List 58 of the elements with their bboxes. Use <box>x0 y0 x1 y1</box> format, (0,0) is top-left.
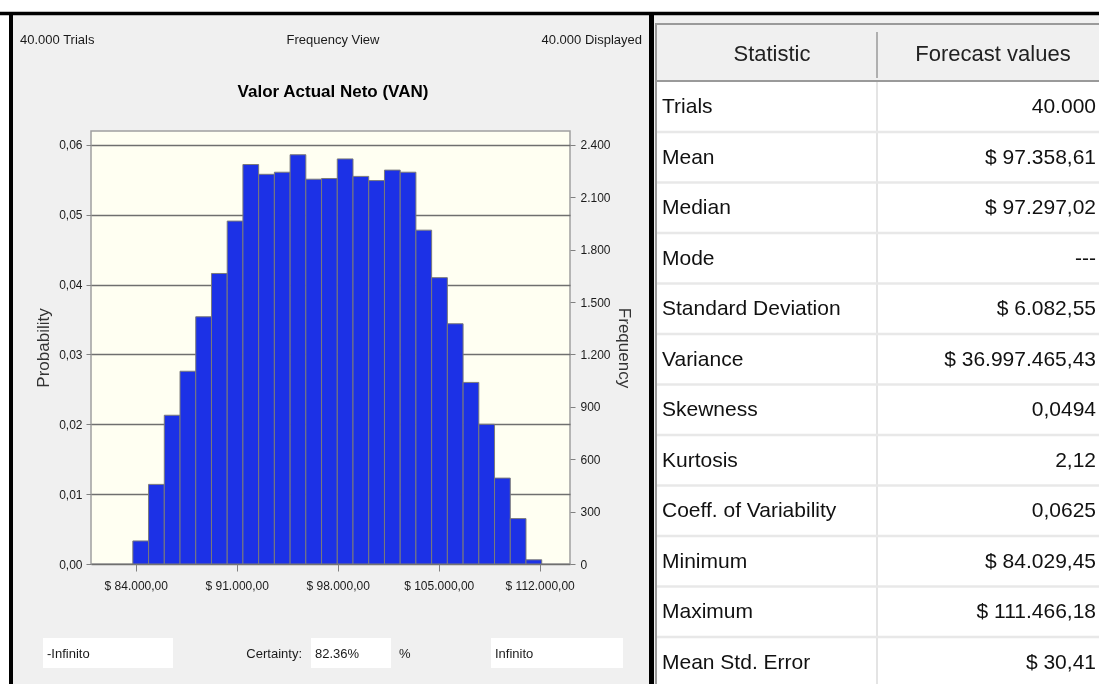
y-tick-label: 0,00 <box>59 557 83 572</box>
y-tick-label: 0,01 <box>59 487 83 502</box>
y2-tick-label: 900 <box>580 400 601 415</box>
y2-tick-label: 0 <box>580 557 588 572</box>
text: Mean <box>662 144 715 168</box>
text: -Infinito <box>47 646 90 661</box>
text: 82.36% <box>315 646 360 661</box>
text: $ 36.997.465,43 <box>944 346 1096 370</box>
chart-title: Valor Actual Neto (VAN) <box>237 82 429 101</box>
text: Median <box>662 195 731 218</box>
text: Mean Std. Error <box>662 649 811 673</box>
x-tick-label: $ 91.000,00 <box>205 578 270 593</box>
text: Certainty: <box>246 646 302 661</box>
text: Infinito <box>495 646 534 661</box>
text: $ 6.082,55 <box>996 296 1096 319</box>
text: 0,0625 <box>1031 498 1096 521</box>
x-tick-label: $ 84.000,00 <box>104 578 169 593</box>
y-tick-label: 0,03 <box>59 347 83 362</box>
text: 2,12 <box>1055 447 1096 471</box>
y2-tick-label: 1.200 <box>580 347 611 362</box>
y2-tick-label: 600 <box>580 452 601 467</box>
y-axis-title: Probability <box>34 307 54 388</box>
x-tick-label: $ 105.000,00 <box>404 578 475 593</box>
text: Coeff. of Variability <box>662 498 837 521</box>
text: Kurtosis <box>662 447 738 471</box>
text: Standard Deviation <box>662 296 841 319</box>
y2-tick-label: 2.400 <box>580 138 611 153</box>
x-tick-label: $ 98.000,00 <box>306 578 371 593</box>
y-tick-label: 0,02 <box>59 417 83 432</box>
y2-tick-label: 1.500 <box>580 295 611 310</box>
text: % <box>399 646 411 661</box>
y2-axis-title: Frequency <box>614 307 634 389</box>
text: Trials <box>662 94 713 117</box>
text: Statistic <box>733 41 811 66</box>
text: Frequency View <box>286 32 381 47</box>
text: Mode <box>662 245 715 269</box>
text: $ 30,41 <box>1025 649 1096 673</box>
text: 40.000 <box>1031 94 1096 117</box>
text: $ 84.029,45 <box>985 548 1096 572</box>
text: Variance <box>662 346 744 370</box>
text: $ 111.466,18 <box>976 599 1096 622</box>
text: $ 97.297,02 <box>985 195 1096 218</box>
text: $ 97.358,61 <box>985 144 1096 168</box>
y-tick-label: 0,05 <box>59 208 83 223</box>
text: 0,0494 <box>1031 397 1097 420</box>
text: Minimum <box>662 548 748 572</box>
text: 40.000 Trials <box>20 32 95 47</box>
text: --- <box>1075 245 1096 269</box>
text: Skewness <box>662 397 758 420</box>
y2-tick-label: 300 <box>580 505 601 520</box>
y2-tick-label: 1.800 <box>580 243 611 258</box>
y-tick-label: 0,06 <box>59 138 83 153</box>
x-tick-label: $ 112.000,00 <box>505 578 576 593</box>
text: 40.000 Displayed <box>541 32 642 47</box>
y-tick-label: 0,04 <box>59 278 83 293</box>
y2-tick-label: 2.100 <box>580 190 611 205</box>
text: Maximum <box>662 599 754 622</box>
text: Forecast values <box>915 41 1071 66</box>
